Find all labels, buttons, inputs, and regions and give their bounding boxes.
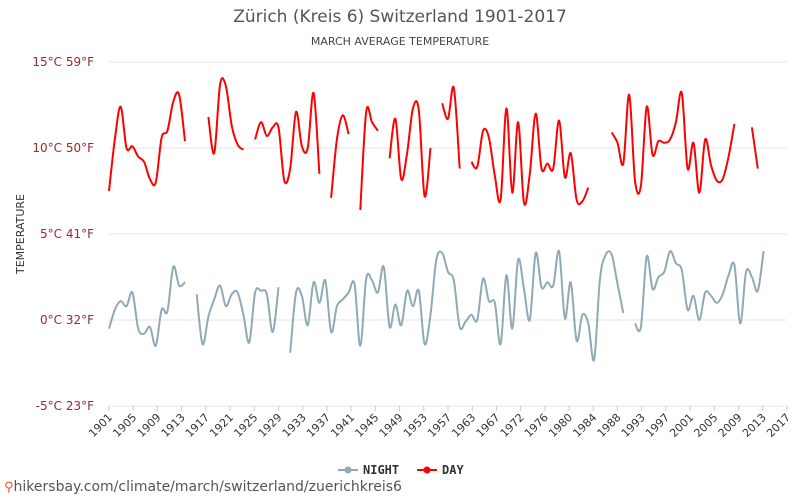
x-tick-label: 1917: [183, 411, 212, 440]
location-pin-icon: ⚲: [4, 480, 14, 495]
x-tick-label: 1957: [425, 411, 454, 440]
x-tick-label: 1972: [498, 411, 527, 440]
x-tick-label: 1993: [619, 411, 648, 440]
x-tick-label: 1929: [256, 411, 285, 440]
legend[interactable]: NIGHT DAY: [338, 463, 464, 477]
y-tick-label: -5°C 23°F: [36, 399, 94, 413]
legend-label: DAY: [442, 463, 464, 477]
y-tick-label: 15°C 59°F: [32, 55, 94, 69]
x-tick-label: 1997: [643, 411, 672, 440]
x-tick-label: 1925: [231, 411, 260, 440]
y-tick-label: 0°C 32°F: [40, 313, 94, 327]
x-tick-label: 2017: [764, 411, 793, 440]
x-tick-label: 1967: [474, 411, 503, 440]
series-line-day: [254, 91, 321, 185]
series-line-day: [610, 90, 736, 195]
x-tick-label: 2013: [740, 411, 769, 440]
series-lines: [108, 77, 765, 362]
y-axis-label: TEMPERATURE: [14, 194, 27, 275]
series-line-day: [207, 77, 245, 155]
series-line-day: [388, 100, 432, 198]
chart-subtitle: MARCH AVERAGE TEMPERATURE: [310, 35, 490, 48]
legend-swatch-marker: [344, 466, 352, 474]
x-tick-label: 1949: [377, 411, 406, 440]
x-tick-label: 1937: [304, 411, 333, 440]
series-line-day: [470, 107, 590, 206]
legend-item-night[interactable]: NIGHT: [338, 463, 399, 477]
x-tick-label: 1984: [570, 411, 599, 440]
legend-swatch-marker: [423, 466, 431, 474]
x-tick-label: 1941: [328, 411, 357, 440]
x-tick-label: 1905: [110, 411, 139, 440]
series-line-day: [359, 105, 379, 210]
x-tick-label: 1933: [280, 411, 309, 440]
x-tick-label: 1913: [159, 411, 188, 440]
y-tick-label: 5°C 41°F: [40, 227, 94, 241]
grid-lines: [109, 61, 787, 407]
x-tick-label: 1976: [522, 411, 551, 440]
x-tick-label: 1909: [135, 411, 164, 440]
x-tick-label: 2001: [667, 411, 696, 440]
x-tick-label: 2005: [691, 411, 720, 440]
footer-source[interactable]: ⚲hikersbay.com/climate/march/switzerland…: [4, 479, 402, 495]
series-line-night: [634, 250, 765, 333]
series-line-day: [330, 114, 350, 199]
series-line-day: [750, 127, 759, 169]
x-axis-ticks: 1901190519091913191719211925192919331937…: [86, 406, 793, 440]
series-day: [108, 77, 759, 210]
series-line-night: [195, 284, 280, 346]
x-tick-label: 1980: [546, 411, 575, 440]
series-line-day: [441, 85, 461, 169]
series-line-day: [108, 91, 186, 192]
series-night: [108, 249, 765, 362]
x-tick-label: 1953: [401, 411, 430, 440]
x-tick-label: 1901: [86, 411, 115, 440]
footer-url[interactable]: hikersbay.com/climate/march/switzerland/…: [13, 479, 402, 495]
x-tick-label: 1963: [449, 411, 478, 440]
y-tick-label: 10°C 50°F: [32, 141, 94, 155]
x-tick-label: 1988: [595, 411, 624, 440]
legend-label: NIGHT: [363, 463, 399, 477]
x-tick-label: 1945: [352, 411, 381, 440]
y-axis-ticks: 15°C 59°F 10°C 50°F 5°C 41°F 0°C 32°F -5°C 2…: [32, 55, 94, 413]
legend-item-day[interactable]: DAY: [417, 463, 464, 477]
x-tick-label: 1921: [207, 411, 236, 440]
series-line-night: [289, 249, 625, 362]
x-tick-label: 2009: [716, 411, 745, 440]
chart-title: Zürich (Kreis 6) Switzerland 1901-2017: [233, 7, 567, 27]
series-line-night: [108, 265, 186, 347]
